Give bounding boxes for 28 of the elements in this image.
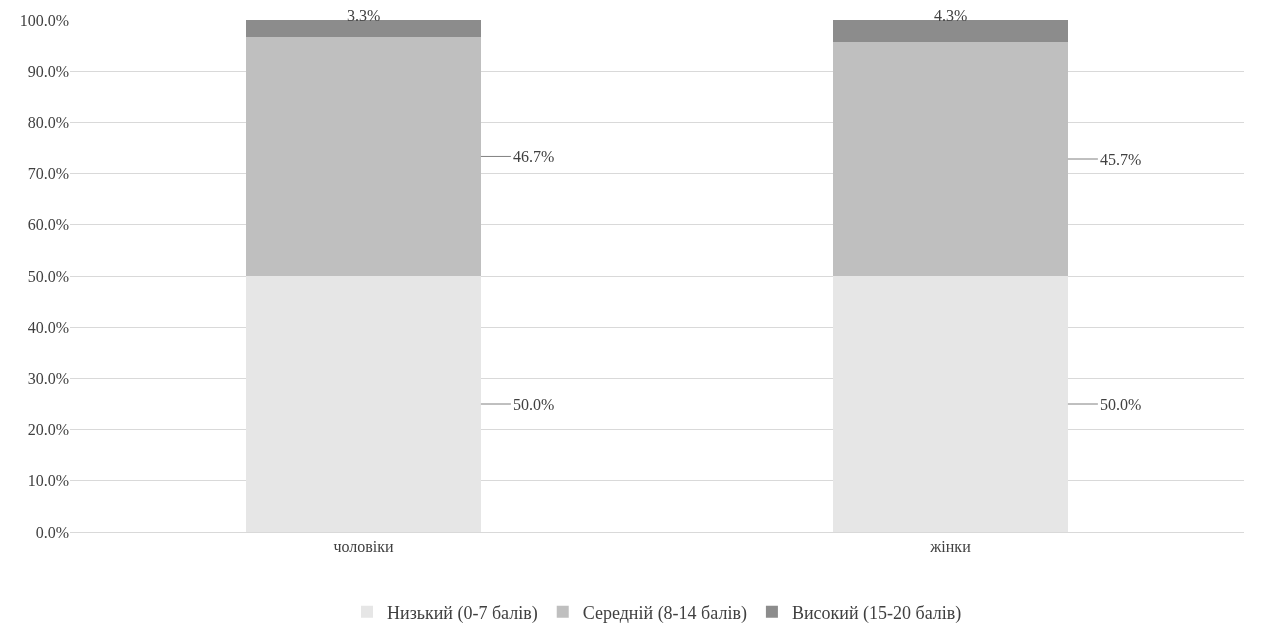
bar [833, 20, 1068, 43]
x-tick-label: жінки [929, 538, 972, 556]
y-tick-label: 90.0% [27, 62, 69, 80]
y-tick-label: 30.0% [27, 370, 69, 387]
y-tick-label: 40.0% [27, 318, 69, 336]
bar [833, 42, 1068, 276]
y-tick-label: 10.0% [27, 472, 69, 490]
y-tick-label: 70.0% [27, 165, 69, 183]
y-tick-label: 80.0% [27, 114, 69, 131]
y-tick-label: 100.0% [19, 11, 69, 29]
data-label: 3.3% [347, 7, 381, 24]
legend-label: Низький (0-7 балів) [387, 602, 538, 624]
legend-label: Високий (15-20 балів) [791, 602, 962, 624]
y-tick-label: 20.0% [27, 421, 69, 439]
bar [246, 276, 481, 532]
data-label: 50.0% [1100, 396, 1142, 413]
y-tick-label: 0.0% [35, 523, 69, 541]
bar [246, 20, 481, 37]
bar [246, 36, 481, 276]
data-label: 46.7% [513, 148, 555, 165]
data-label: 45.7% [1100, 151, 1142, 168]
legend-label: Середній (8-14 балів) [582, 602, 747, 624]
y-tick-label: 60.0% [27, 216, 69, 234]
bar [833, 276, 1068, 532]
y-tick-label: 50.0% [27, 267, 69, 285]
data-label: 50.0% [513, 396, 555, 413]
data-label: 4.3% [934, 7, 968, 24]
x-tick-label: чоловіки [333, 538, 395, 556]
